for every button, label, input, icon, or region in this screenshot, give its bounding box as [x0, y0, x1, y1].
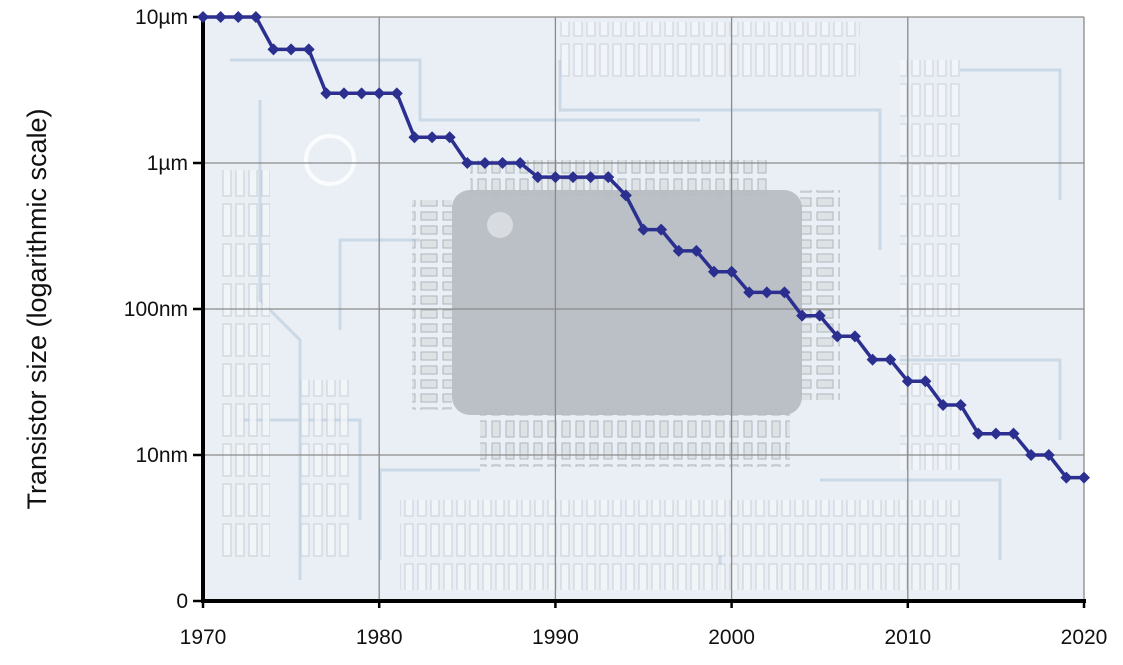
data-point: [901, 375, 914, 388]
data-point: [743, 286, 756, 299]
data-point: [954, 399, 967, 412]
data-point: [337, 87, 350, 100]
data-point: [813, 309, 826, 322]
data-point: [707, 265, 720, 278]
data-point: [197, 11, 209, 23]
data-point: [408, 131, 421, 144]
data-point: [848, 330, 861, 343]
data-point: [690, 244, 703, 257]
x-tick-label: 2000: [708, 626, 755, 649]
data-point: [514, 157, 527, 169]
data-point: [549, 171, 562, 184]
data-point: [320, 87, 333, 100]
x-tick-label: 2020: [1061, 626, 1108, 649]
data-point: [725, 265, 738, 278]
data-point: [1007, 427, 1020, 440]
data-point: [831, 330, 844, 343]
data-point: [355, 87, 368, 100]
data-point: [443, 131, 456, 144]
data-point: [232, 11, 245, 23]
data-point: [373, 87, 386, 100]
data-point: [426, 131, 439, 144]
data-point: [866, 353, 879, 366]
y-tick-label: 100nm: [124, 298, 188, 321]
x-tick-label: 2010: [884, 626, 931, 649]
data-point: [1042, 449, 1055, 461]
y-axis-title: Transistor size (logarithmic scale): [22, 108, 52, 509]
data-point: [672, 244, 685, 257]
data-point: [972, 427, 985, 440]
data-point: [1078, 471, 1090, 484]
data-point: [461, 157, 474, 169]
data-point: [478, 157, 491, 169]
data-point: [919, 375, 932, 388]
y-tick-label: 10µm: [135, 6, 188, 29]
y-tick-label: 10nm: [135, 444, 188, 467]
data-point: [285, 43, 298, 56]
data-point: [390, 87, 403, 100]
data-point: [302, 43, 315, 56]
data-point: [637, 223, 650, 236]
data-point: [796, 309, 809, 322]
x-tick-label: 1970: [180, 626, 227, 649]
data-point: [214, 11, 227, 23]
data-point: [584, 171, 597, 184]
data-point: [760, 286, 773, 299]
data-point: [602, 171, 615, 184]
data-point: [1060, 471, 1073, 484]
data-point: [619, 189, 632, 202]
data-point: [884, 353, 897, 366]
x-tick-label: 1980: [356, 626, 403, 649]
data-point: [1025, 449, 1038, 461]
y-tick-label: 1µm: [147, 152, 188, 175]
data-point: [249, 11, 262, 23]
data-point: [778, 286, 791, 299]
data-point: [267, 43, 280, 56]
data-point: [496, 157, 509, 169]
data-point: [937, 399, 950, 412]
data-point: [655, 223, 668, 236]
data-point: [531, 171, 544, 184]
data-point: [567, 171, 580, 184]
data-point: [989, 427, 1002, 440]
y-tick-label: 0: [176, 590, 188, 613]
x-tick-label: 1990: [532, 626, 579, 649]
